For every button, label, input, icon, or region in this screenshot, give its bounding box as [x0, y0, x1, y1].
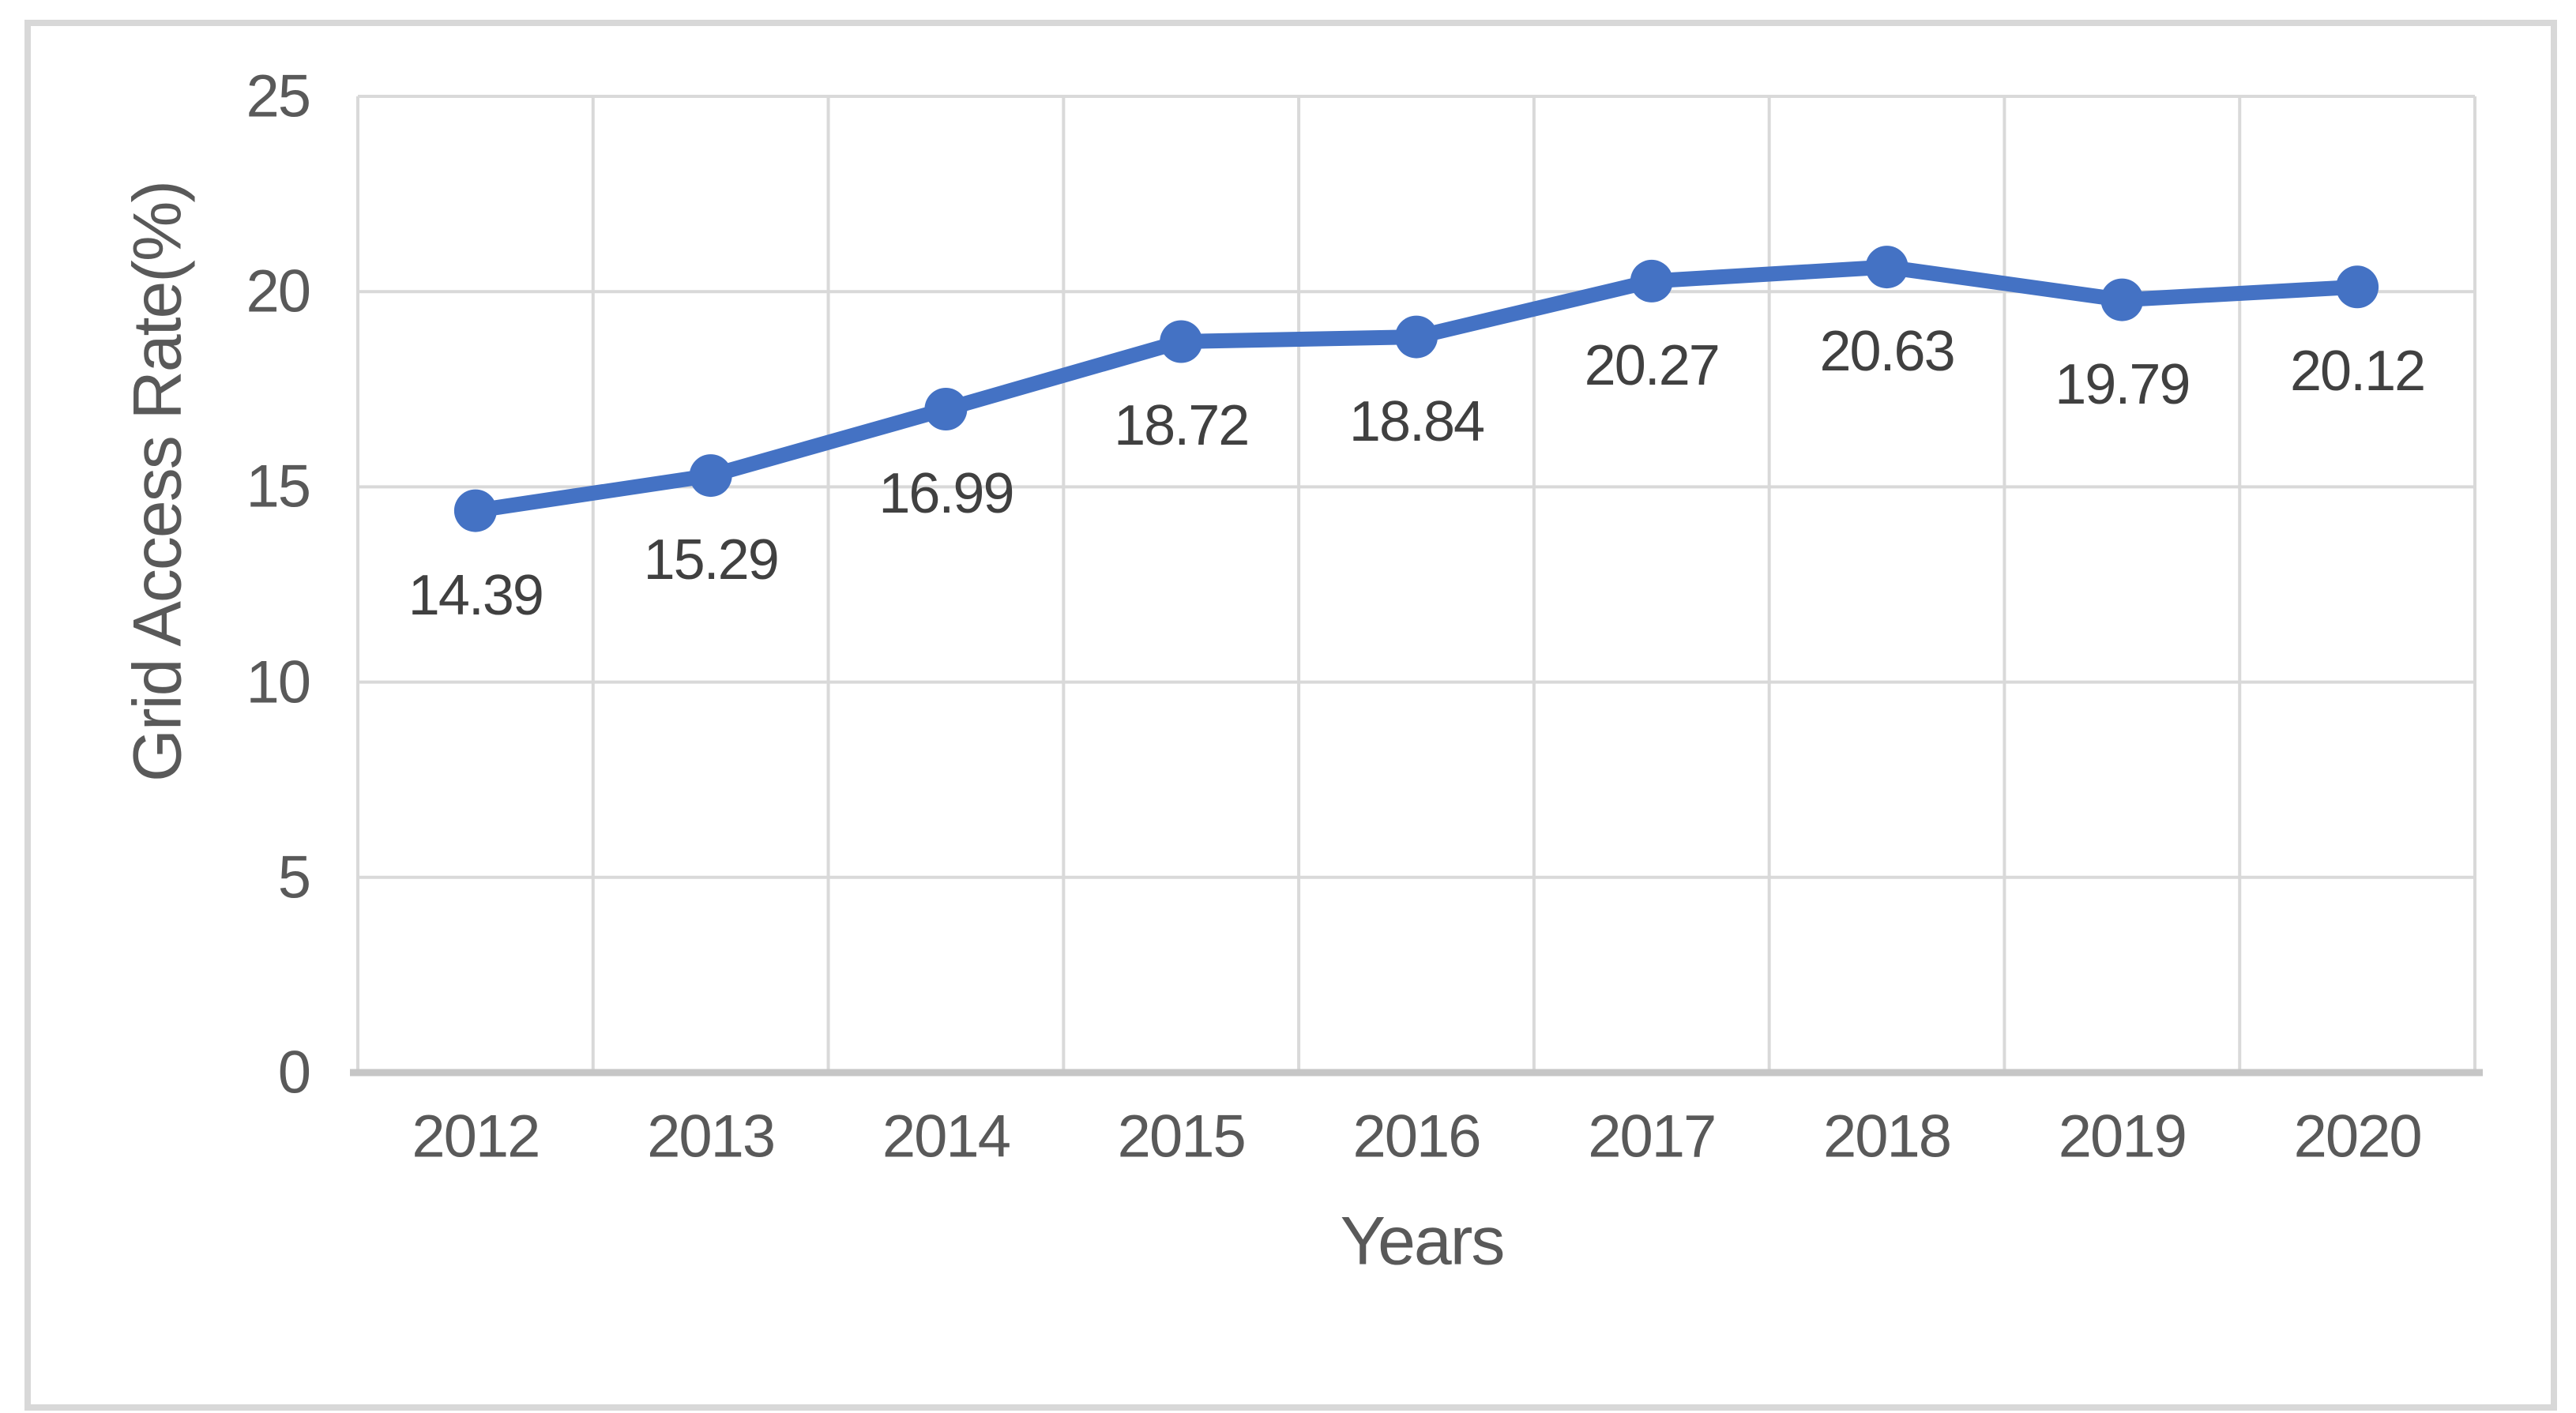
x-tick-label: 2017	[1588, 1103, 1717, 1171]
y-tick-label: 10	[246, 648, 311, 716]
data-label: 20.63	[1819, 320, 1955, 384]
x-tick-label: 2020	[2293, 1103, 2423, 1171]
data-point-marker	[689, 454, 732, 498]
data-label: 15.29	[643, 528, 780, 592]
data-label: 16.99	[878, 462, 1014, 525]
data-label: 19.79	[2055, 352, 2191, 416]
data-label: 14.39	[408, 563, 544, 627]
data-point-marker	[453, 489, 497, 532]
x-axis-title: Years	[1340, 1203, 1506, 1280]
x-tick-label: 2014	[882, 1103, 1011, 1171]
x-tick-label: 2016	[1352, 1103, 1481, 1171]
data-label: 18.72	[1114, 394, 1250, 458]
x-tick-label: 2013	[647, 1103, 776, 1171]
x-tick-label: 2018	[1823, 1103, 1952, 1171]
y-tick-label: 25	[246, 62, 311, 130]
data-label: 20.12	[2290, 340, 2426, 404]
chart-border	[24, 20, 2557, 1411]
data-point-marker	[2336, 265, 2379, 309]
data-point-marker	[1630, 259, 1673, 303]
data-point-marker	[1160, 320, 1203, 363]
x-tick-label: 2015	[1117, 1103, 1247, 1171]
x-tick-label: 2012	[412, 1103, 540, 1171]
y-axis-title: Grid Access Rate(%)	[119, 181, 196, 783]
data-point-marker	[1395, 315, 1438, 359]
y-tick-label: 15	[246, 453, 311, 520]
y-tick-label: 5	[277, 844, 311, 911]
data-point-marker	[1865, 246, 1908, 289]
x-tick-label: 2019	[2058, 1103, 2187, 1171]
data-point-marker	[2100, 278, 2144, 321]
data-label: 20.27	[1584, 333, 1720, 397]
data-point-marker	[924, 388, 968, 430]
data-label: 18.84	[1348, 389, 1485, 453]
y-tick-label: 20	[246, 257, 311, 325]
y-tick-label: 0	[277, 1039, 311, 1107]
